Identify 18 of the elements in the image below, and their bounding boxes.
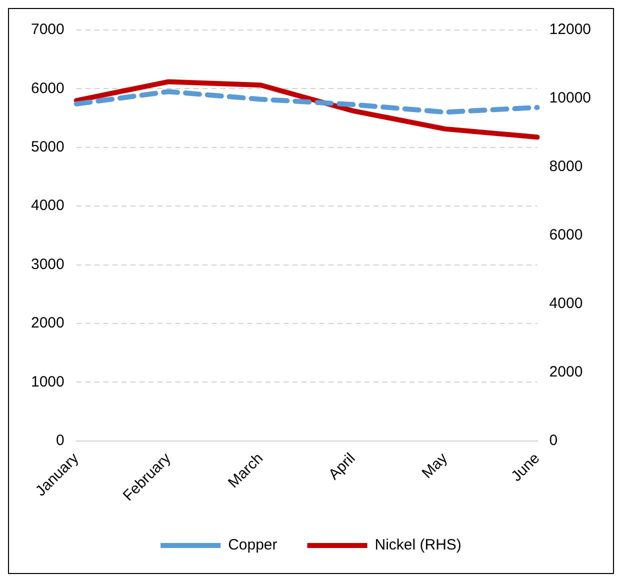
y-tick-label: 1000 (30, 373, 64, 390)
y-tick-label: 7000 (30, 21, 64, 38)
y2-tick-label: 0 (549, 432, 558, 449)
y-tick-label: 5000 (30, 138, 64, 156)
y2-tick-label: 8000 (549, 158, 583, 176)
y2-tick-label: 4000 (549, 295, 583, 312)
legend-label: Copper (228, 536, 278, 554)
y-tick-label: 6000 (30, 80, 64, 97)
x-tick-label: May (418, 450, 452, 482)
y2-tick-label: 10000 (549, 90, 592, 107)
y-tick-label: 4000 (30, 197, 64, 214)
y-tick-label: 2000 (30, 314, 64, 332)
y-tick-label: 0 (56, 432, 64, 449)
legend-label: Nickel (RHS) (374, 536, 462, 554)
y2-tick-label: 2000 (549, 364, 583, 380)
y2-tick-label: 12000 (549, 21, 592, 38)
y2-tick-label: 6000 (549, 226, 583, 244)
y-tick-label: 3000 (30, 256, 64, 273)
